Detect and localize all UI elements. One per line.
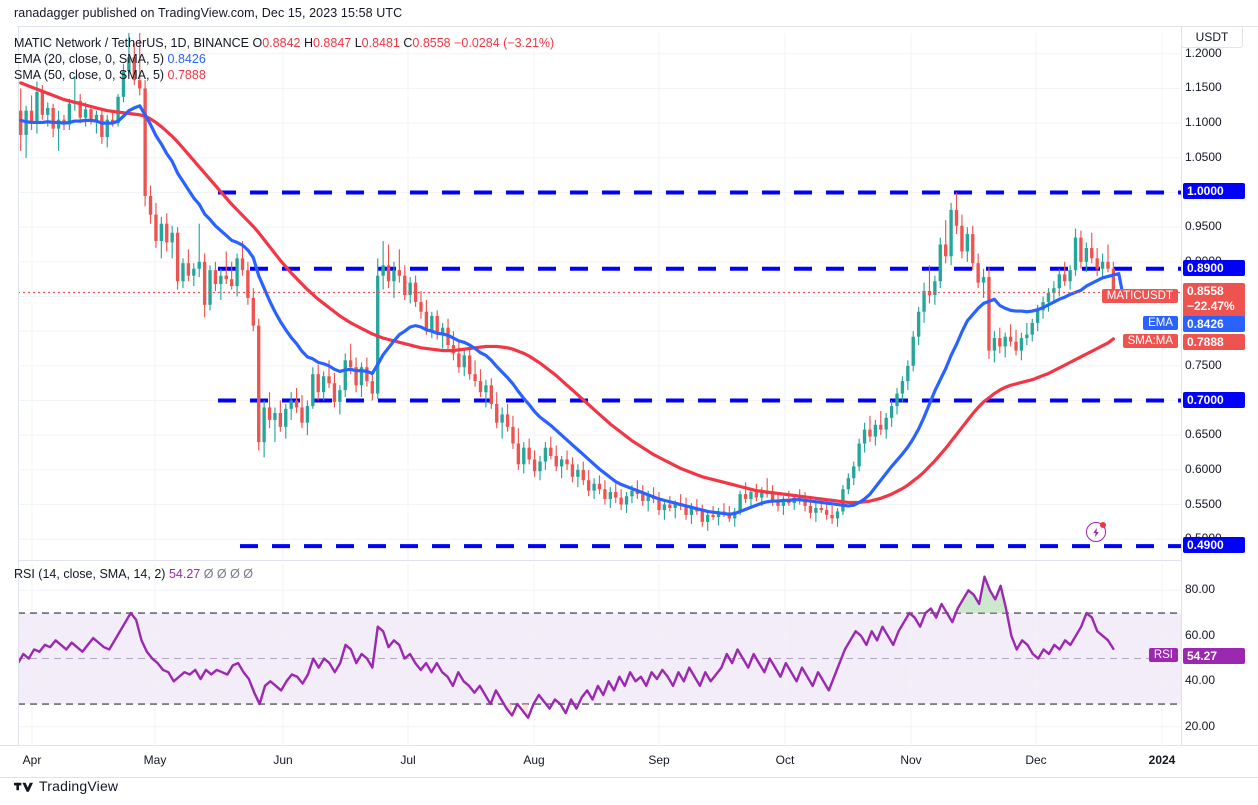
tradingview-logo-icon <box>14 782 33 792</box>
pane-divider <box>18 560 1181 561</box>
price-tick-0-9500: 0.9500 <box>1185 219 1222 234</box>
price-tick-0-6500: 0.6500 <box>1185 427 1222 442</box>
lightning-bolt-icon[interactable] <box>1086 522 1107 543</box>
ema-price-pill[interactable]: 0.8426 <box>1183 315 1245 332</box>
pane-divider <box>18 26 19 745</box>
rsi-tick-20-00: 20.00 <box>1185 718 1216 733</box>
level-pill-0-4900[interactable]: 0.4900 <box>1183 537 1245 554</box>
rsi-chart-svg <box>18 563 1181 745</box>
attribution-text: ranadagger published on TradingView.com,… <box>14 5 403 20</box>
price-tick-0-7500: 0.7500 <box>1185 357 1222 372</box>
time-label-jun: Jun <box>273 753 293 767</box>
pane-divider <box>18 26 1258 27</box>
right-price-scale[interactable]: USDT 1.20001.15001.10001.05000.95000.900… <box>1181 26 1258 745</box>
rsi-tick-60-00: 60.00 <box>1185 627 1216 642</box>
sma-price-pill[interactable]: 0.7888 <box>1183 333 1245 350</box>
pane-divider <box>0 777 1258 778</box>
rsi-tick-40-00: 40.00 <box>1185 673 1216 688</box>
time-axis[interactable]: Apr May Jun Jul Aug Sep Oct Nov Dec 2024 <box>0 745 1258 777</box>
time-label-nov: Nov <box>900 753 922 767</box>
rsi-chart-pane[interactable] <box>18 563 1181 745</box>
price-chart-pane[interactable] <box>18 33 1181 560</box>
price-tick-1-1000: 1.1000 <box>1185 115 1222 130</box>
symbol-edge-tag[interactable]: MATICUSDT <box>1101 289 1178 304</box>
price-chart-svg <box>18 33 1181 560</box>
time-label-oct: Oct <box>775 753 795 767</box>
rsi-value-pill[interactable]: 54.27 <box>1183 647 1245 664</box>
last-price-pill-line-1: −22.47% <box>1187 299 1235 314</box>
time-label-2024: 2024 <box>1148 753 1176 767</box>
time-label-dec: Dec <box>1025 753 1047 767</box>
level-pill-0-7000[interactable]: 0.7000 <box>1183 391 1245 408</box>
last-price-pill-line-0: 0.8558 <box>1187 284 1224 299</box>
lightning-bolt-badge-dot <box>1100 522 1107 529</box>
pane-divider <box>0 745 1258 746</box>
time-label-aug: Aug <box>523 753 545 767</box>
currency-box[interactable]: USDT <box>1181 26 1243 48</box>
price-tick-0-6000: 0.6000 <box>1185 461 1222 476</box>
level-pill-0-8900[interactable]: 0.8900 <box>1183 259 1245 276</box>
sma-edge-tag[interactable]: SMA:MA <box>1122 333 1178 348</box>
rsi-edge-tag[interactable]: RSI <box>1148 647 1178 662</box>
time-label-apr: Apr <box>22 753 42 767</box>
level-pill-1-0000[interactable]: 1.0000 <box>1183 183 1245 200</box>
price-tick-1-0500: 1.0500 <box>1185 149 1222 164</box>
ema-edge-tag[interactable]: EMA <box>1143 315 1178 330</box>
rsi-tick-80-00: 80.00 <box>1185 582 1216 597</box>
lightning-glyph <box>1093 527 1099 537</box>
time-label-may: May <box>143 753 167 767</box>
price-tick-0-5500: 0.5500 <box>1185 496 1222 511</box>
pane-divider <box>1181 26 1182 745</box>
tradingview-brand: TradingView <box>14 778 118 794</box>
time-label-sep: Sep <box>648 753 670 767</box>
tradingview-brand-label: TradingView <box>39 778 119 794</box>
price-tick-1-2000: 1.2000 <box>1185 45 1222 60</box>
price-tick-1-1500: 1.1500 <box>1185 80 1222 95</box>
time-label-jul: Jul <box>400 753 416 767</box>
